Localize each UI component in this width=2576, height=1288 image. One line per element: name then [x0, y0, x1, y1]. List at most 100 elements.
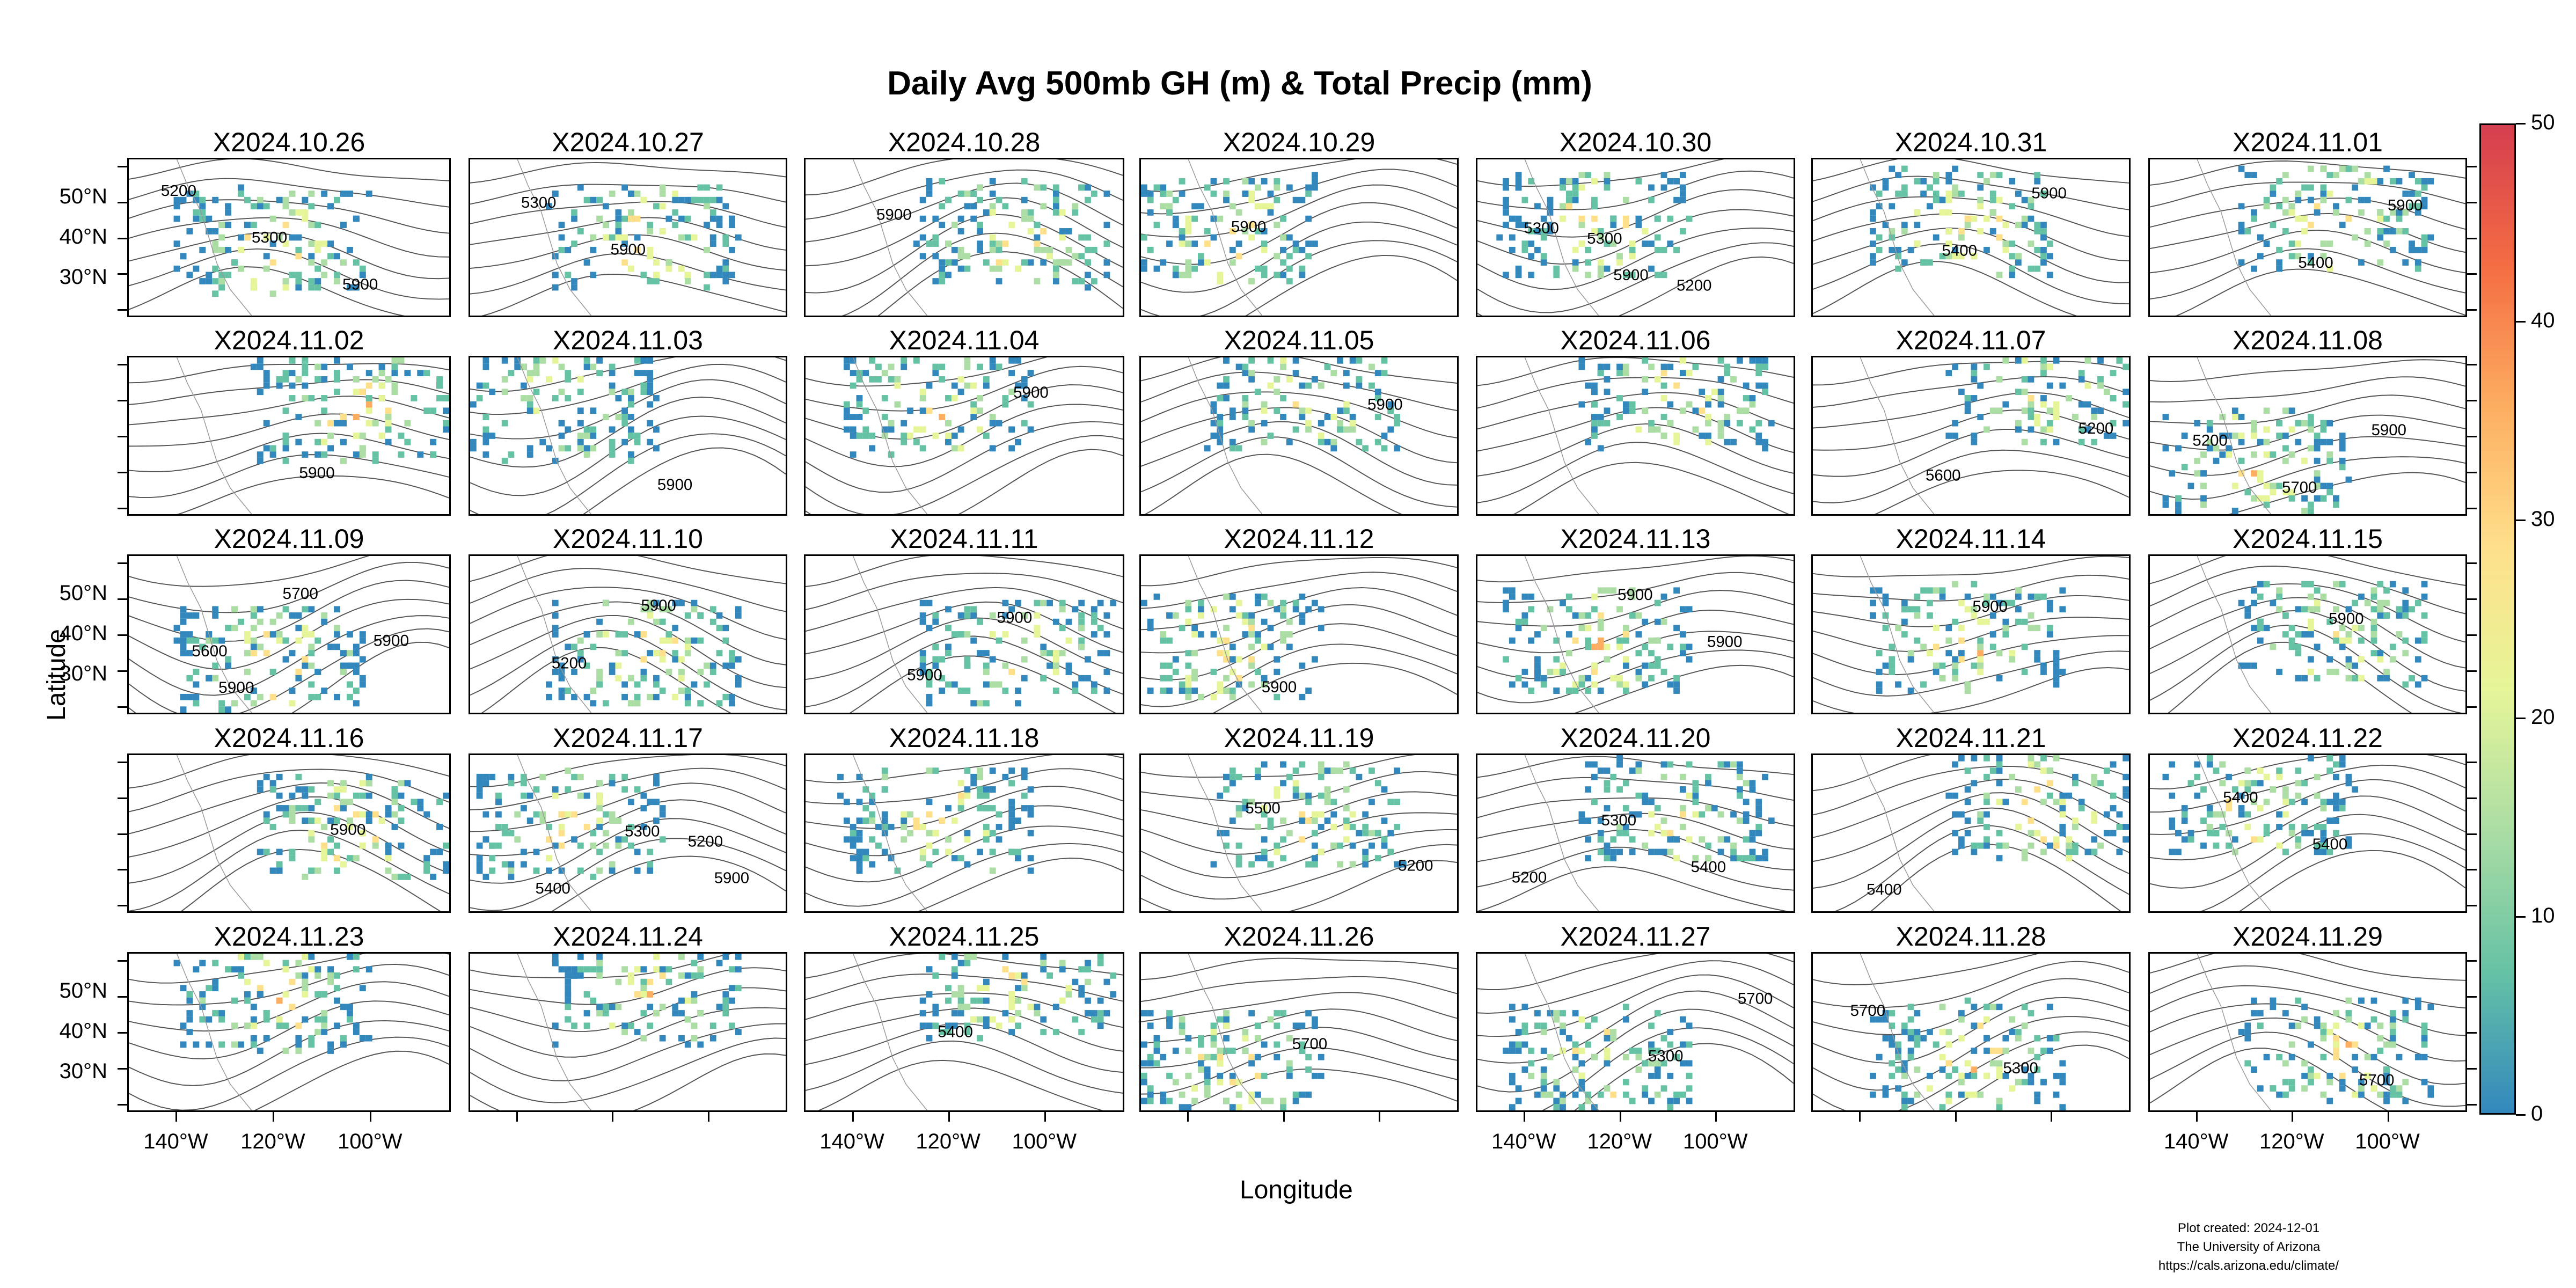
precip-cell [1015, 438, 1021, 445]
precip-cell [577, 972, 584, 979]
precip-cell [1349, 861, 1356, 868]
precip-cell [1141, 184, 1147, 191]
precip-cell [665, 606, 672, 613]
precip-cell [353, 966, 360, 973]
precip-cell [2123, 786, 2129, 793]
precip-cell [1172, 1048, 1179, 1054]
precip-cell [1528, 253, 1535, 260]
precip-cell [1204, 1066, 1211, 1073]
precip-cell [1952, 848, 1958, 855]
precip-cell [2028, 407, 2035, 414]
precip-cell [1889, 643, 1896, 650]
precip-cell [340, 799, 347, 806]
precip-cell [1191, 631, 1198, 638]
precip-cell [1191, 687, 1198, 694]
precip-cell [951, 966, 958, 973]
gh-contour-line [806, 421, 1123, 493]
precip-cell [2288, 824, 2295, 830]
precip-cell [1305, 426, 1312, 433]
precip-cell [244, 954, 251, 960]
precip-cell [1565, 594, 1572, 600]
precip-cell [2200, 501, 2207, 508]
precip-cell [1604, 389, 1611, 396]
precip-cell [359, 1035, 366, 1042]
precip-cell [2040, 594, 2047, 600]
precip-cell [257, 606, 264, 613]
precip-cell [577, 420, 584, 427]
precip-cell [1604, 842, 1611, 849]
precip-cell [1299, 836, 1306, 843]
precip-cell [565, 966, 572, 973]
precip-cell [1002, 240, 1009, 247]
precip-cell [2339, 165, 2346, 172]
precip-cell [1324, 767, 1331, 774]
precip-cell [552, 357, 559, 364]
precip-cell [583, 662, 590, 669]
precip-cell [2097, 842, 2104, 849]
precip-cell [552, 669, 559, 675]
precip-cell [385, 376, 392, 383]
precip-cell [263, 848, 270, 855]
contour-label: 5900 [1972, 598, 2007, 616]
precip-cell [735, 612, 742, 619]
gh-contour-line [1141, 557, 1457, 587]
precip-cell [321, 612, 328, 619]
precip-cell [2288, 625, 2295, 632]
precip-cell [1984, 755, 1990, 762]
precip-cell [346, 954, 353, 960]
precip-cell [495, 824, 502, 830]
map-panel: 5900 [1139, 356, 1459, 516]
precip-cell [621, 240, 628, 247]
precip-cell [1901, 228, 1908, 235]
precip-cell [2421, 203, 2428, 210]
precip-cell [640, 606, 647, 613]
precip-cell [199, 1004, 206, 1011]
precip-cell [1622, 681, 1629, 688]
precip-cell [691, 637, 698, 644]
precip-cell [665, 978, 672, 985]
precip-cell [1660, 848, 1667, 855]
precip-cell [1394, 824, 1400, 830]
precip-cell [2040, 799, 2047, 806]
precip-cell [653, 675, 660, 682]
precip-cell [2257, 581, 2264, 588]
precip-cell [2320, 495, 2327, 502]
precip-cell [2326, 451, 2333, 458]
precip-cell [1185, 681, 1192, 688]
precip-cell [1280, 1010, 1286, 1016]
precip-cell [2040, 363, 2047, 370]
panel-title: X2024.11.19 [1224, 723, 1374, 753]
precip-cell [250, 687, 257, 694]
precip-cell [596, 848, 603, 855]
precip-cell [2053, 842, 2060, 849]
precip-cell [250, 700, 257, 707]
precip-cell [314, 817, 321, 824]
precip-cell [1964, 215, 1971, 222]
precip-cell [1160, 1053, 1167, 1060]
precip-cell [391, 792, 398, 799]
precip-cell [1330, 370, 1337, 377]
precip-cell [2009, 272, 2015, 279]
precip-cell [2028, 612, 2035, 619]
precip-cell [2169, 470, 2176, 477]
precip-cell [1660, 363, 1667, 370]
precip-cell [672, 196, 679, 203]
precip-cell [565, 786, 572, 793]
precip-cell [1889, 228, 1896, 235]
precip-cell [2200, 451, 2207, 458]
y-tick-mark [2467, 706, 2477, 708]
precip-cell [2066, 855, 2072, 861]
precip-cell [1217, 395, 1224, 401]
precip-cell [583, 1022, 590, 1029]
precip-cell [1616, 830, 1623, 837]
coastline [1860, 159, 1935, 316]
precip-cell [1622, 687, 1629, 694]
precip-cell [263, 445, 270, 452]
precip-cell [1305, 407, 1312, 414]
precip-cell [378, 433, 385, 439]
precip-cell [334, 420, 341, 427]
precip-cell [1274, 272, 1280, 279]
precip-cell [2383, 228, 2390, 235]
precip-cell [2421, 594, 2428, 600]
precip-cell [1749, 357, 1756, 364]
